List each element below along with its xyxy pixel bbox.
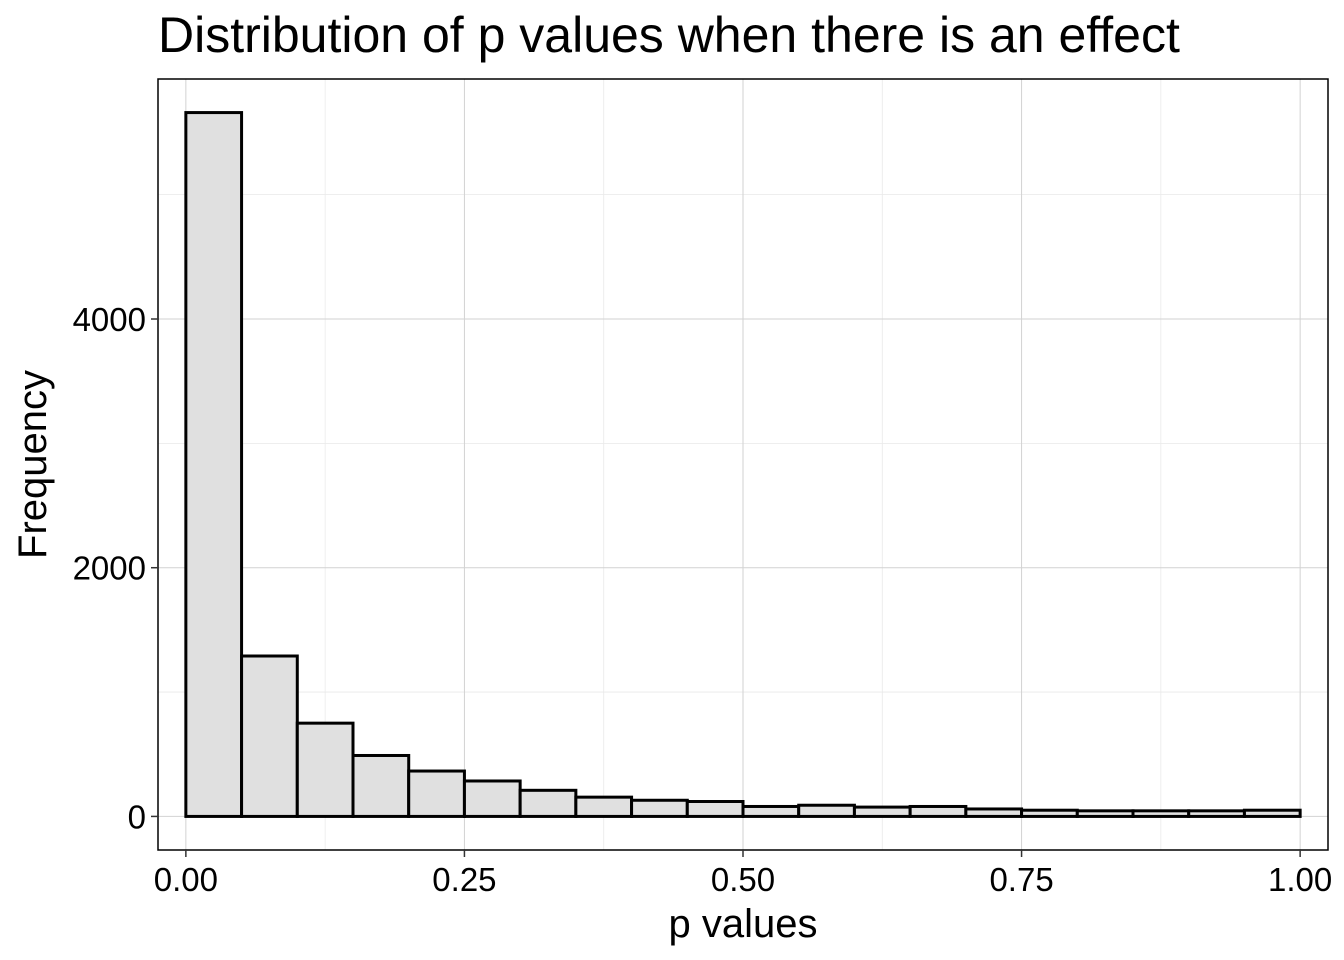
histogram-bars	[184, 111, 1302, 818]
histogram-bar	[741, 804, 801, 818]
histogram-bar	[184, 111, 244, 818]
histogram-bar	[630, 798, 689, 818]
x-tick-label: 1.00	[1268, 861, 1332, 898]
histogram-bar	[964, 807, 1024, 818]
histogram-bar	[518, 788, 578, 818]
y-tick-label: 2000	[73, 550, 146, 587]
histogram-bar	[574, 795, 634, 818]
histogram-bar	[1242, 808, 1302, 818]
histogram-bar	[240, 654, 299, 818]
y-axis-label: Frequency	[11, 370, 55, 559]
histogram-bar	[1187, 809, 1246, 818]
x-tick-label: 0.75	[989, 861, 1053, 898]
histogram-bar	[351, 753, 411, 818]
axis-ticks: 0.00 0.25 0.50 0.75 1.00 0 2000 4000	[73, 301, 1333, 898]
histogram-bar	[407, 769, 466, 818]
chart-title: Distribution of p values when there is a…	[158, 7, 1180, 63]
histogram-bar	[462, 779, 522, 818]
histogram-bar	[1020, 808, 1079, 818]
histogram-bar	[797, 803, 856, 818]
x-axis-label: p values	[669, 902, 818, 946]
x-tick-label: 0.25	[432, 861, 496, 898]
histogram-bar	[908, 804, 968, 818]
x-tick-label: 0.50	[711, 861, 775, 898]
x-tick-label: 0.00	[154, 861, 218, 898]
y-tick-label: 0	[128, 798, 146, 835]
histogram-bar	[852, 805, 912, 818]
histogram-bar	[685, 800, 745, 818]
histogram-bar	[1075, 809, 1135, 818]
histogram-bar	[1131, 809, 1191, 818]
y-tick-label: 4000	[73, 301, 146, 338]
histogram-bar	[295, 721, 355, 818]
